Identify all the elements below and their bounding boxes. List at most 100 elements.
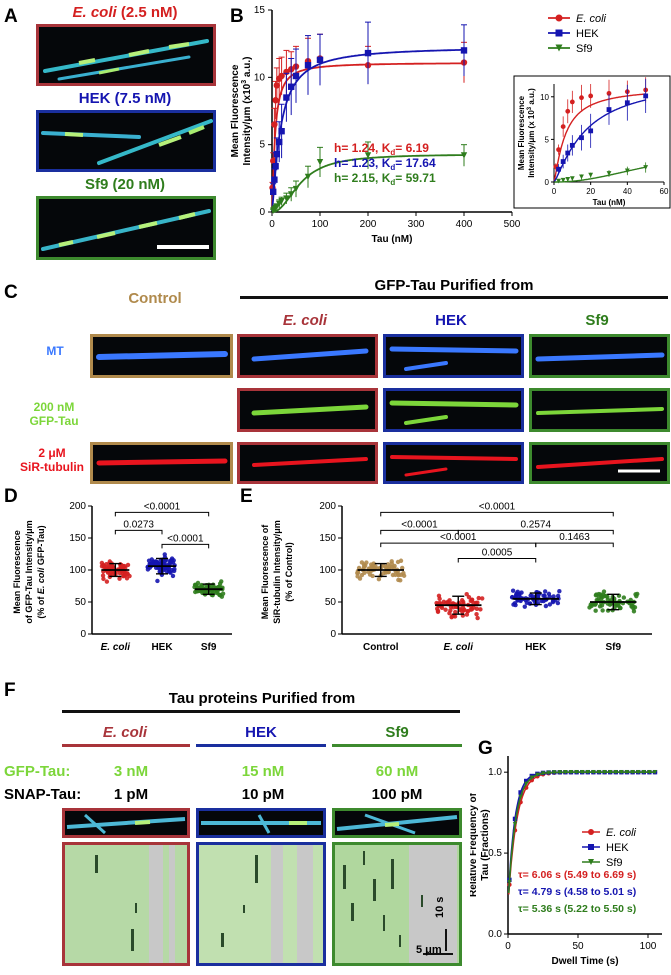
inset-data-point bbox=[565, 177, 571, 182]
data-point bbox=[460, 605, 466, 610]
category-label: E. coli bbox=[101, 642, 131, 653]
legend-label: HEK bbox=[576, 28, 599, 40]
data-point bbox=[434, 606, 440, 611]
micrograph-c-hek-gfp bbox=[383, 388, 524, 432]
micrograph-f-hek bbox=[196, 808, 326, 838]
micrograph-c-control-mt bbox=[90, 334, 233, 378]
panel-c-col-hek: HEK bbox=[435, 312, 467, 329]
y-tick-label: 50 bbox=[75, 597, 87, 608]
data-point bbox=[607, 602, 613, 607]
data-point bbox=[171, 568, 177, 574]
x-tick-label: 500 bbox=[504, 219, 521, 230]
data-point bbox=[364, 560, 369, 565]
data-point bbox=[475, 615, 480, 621]
data-point bbox=[641, 769, 646, 775]
data-point bbox=[283, 195, 290, 202]
significance-bracket bbox=[535, 542, 614, 548]
inset-data-point bbox=[569, 99, 575, 105]
data-point bbox=[474, 611, 479, 617]
panel-a-sf9-title: Sf9 (20 nM) bbox=[84, 176, 165, 193]
data-point bbox=[436, 593, 442, 598]
data-point bbox=[119, 563, 125, 568]
y-axis-label-line: (% of Control) bbox=[284, 542, 294, 601]
micrograph-f-sf9 bbox=[332, 808, 462, 838]
category-label: Control bbox=[363, 642, 399, 653]
data-point bbox=[292, 185, 300, 193]
x-tick-label: 50 bbox=[572, 941, 584, 952]
y-tick-label: 5 bbox=[259, 140, 265, 151]
inset-x-tick-label: 60 bbox=[660, 187, 669, 196]
data-point bbox=[383, 564, 389, 570]
panel-c-col-ecoli: E. coli bbox=[282, 312, 328, 329]
data-point bbox=[608, 769, 613, 775]
fit-annotation: h= 1.24, Kd= 6.19 bbox=[334, 141, 429, 157]
data-point bbox=[452, 614, 458, 619]
panel-label-c: C bbox=[4, 282, 18, 303]
data-point bbox=[518, 794, 523, 800]
y-axis-label-italic: E. coli bbox=[36, 567, 46, 594]
inset-data-point bbox=[569, 176, 575, 181]
significance-bracket bbox=[457, 557, 537, 563]
microtubule-image bbox=[41, 209, 211, 251]
data-point bbox=[270, 157, 277, 165]
data-point bbox=[217, 593, 223, 598]
data-point bbox=[624, 769, 630, 775]
kymograph-f-hek bbox=[196, 842, 326, 966]
data-point bbox=[591, 769, 596, 775]
data-point bbox=[145, 567, 151, 572]
inset-data-point bbox=[588, 93, 594, 99]
legend-label: Sf9 bbox=[606, 857, 623, 869]
significance-bracket bbox=[114, 529, 163, 535]
data-point bbox=[278, 72, 285, 80]
micrograph-c-hek-mt bbox=[383, 334, 524, 378]
data-point bbox=[602, 769, 607, 775]
y-tick-label: 15 bbox=[254, 5, 266, 16]
data-point bbox=[271, 121, 278, 128]
data-point bbox=[288, 191, 295, 198]
data-point bbox=[368, 562, 374, 567]
inset-data-point bbox=[560, 159, 566, 164]
panel-f-ecoli-rule bbox=[62, 744, 190, 747]
data-point bbox=[601, 589, 607, 594]
data-point bbox=[618, 605, 623, 611]
significance-bracket bbox=[457, 529, 614, 535]
inset-data-point bbox=[579, 135, 584, 141]
y-tick-label: 100 bbox=[319, 565, 336, 576]
data-point bbox=[278, 198, 285, 205]
data-point bbox=[193, 589, 198, 595]
data-point bbox=[169, 558, 174, 563]
chart-g-plot: 0 50 100 0.0 0.5 1.0 Dwell Time (s) Relative Fr… bbox=[470, 756, 662, 967]
fit-annotation-sub: d bbox=[390, 148, 395, 157]
legend-label: HEK bbox=[606, 842, 629, 854]
inset-data-point bbox=[556, 166, 561, 172]
data-point bbox=[460, 152, 468, 159]
data-point bbox=[471, 600, 476, 606]
fit-curve-0 bbox=[271, 62, 465, 209]
micrograph-c-ecoli-mt bbox=[237, 334, 378, 378]
data-point bbox=[154, 559, 159, 565]
data-point bbox=[273, 150, 280, 158]
data-point bbox=[555, 600, 561, 606]
panel-f-col-ecoli: E. coli bbox=[102, 724, 148, 741]
panel-f-header: Tau proteins Purified from bbox=[168, 690, 356, 707]
p-value: <0.0001 bbox=[440, 532, 477, 543]
inset-data-point bbox=[560, 124, 566, 130]
row-label-mt: MT bbox=[46, 344, 64, 358]
category-label: Sf9 bbox=[605, 642, 621, 653]
inset-data-point bbox=[565, 150, 571, 156]
row-label-gfp-conc: 200 nM bbox=[33, 400, 75, 414]
data-point bbox=[478, 607, 483, 612]
data-point bbox=[447, 598, 452, 603]
data-point bbox=[272, 163, 279, 170]
data-point bbox=[513, 602, 518, 608]
row-label-sir: 2 μM SiR-tubulin bbox=[10, 446, 94, 474]
micrograph-c-sf9-sir bbox=[529, 442, 670, 484]
data-point bbox=[401, 570, 406, 576]
panel-c-header-rule bbox=[240, 296, 668, 299]
data-point bbox=[357, 576, 363, 581]
data-point bbox=[364, 152, 372, 159]
inset-y-tick-label: 5 bbox=[545, 135, 550, 144]
panel-label-b: B bbox=[230, 6, 244, 27]
data-point bbox=[471, 605, 476, 610]
y-axis-label-line: Intensity/μm (x10 bbox=[242, 83, 253, 165]
